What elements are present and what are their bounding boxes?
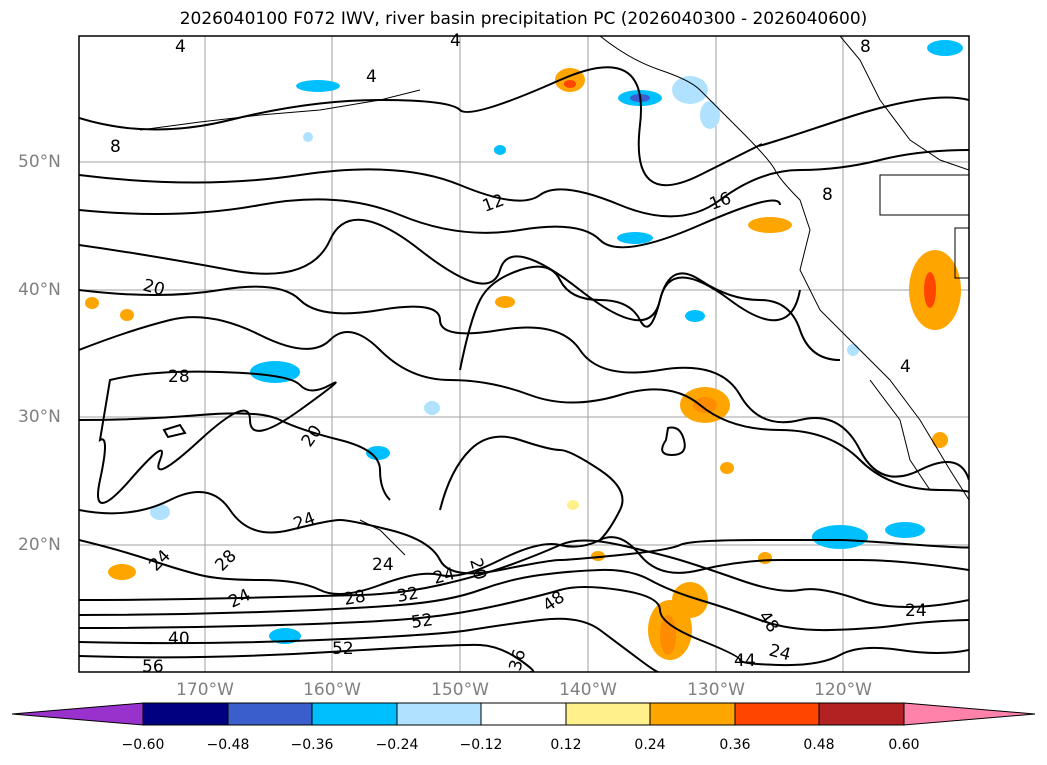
colorbar-seg-0 (11, 702, 144, 726)
contour-label: 8 (110, 137, 121, 157)
contour-label: 36 (506, 647, 531, 673)
contour-label: 24 (372, 555, 394, 575)
contour-label: 48 (754, 607, 783, 636)
colorbar-tick: −0.12 (459, 737, 503, 753)
contour-label: 20 (298, 422, 327, 451)
contour-label: 24 (291, 509, 318, 535)
contour-label: 44 (734, 651, 756, 671)
contour-label: 24 (767, 641, 793, 666)
contour-label: 4 (450, 31, 461, 51)
contour-label: 28 (211, 546, 240, 575)
colorbar-tick: 0.24 (634, 737, 666, 753)
colorbar-seg-8 (734, 702, 820, 726)
contour-label: 24 (905, 601, 927, 621)
colorbar-seg-6 (565, 702, 651, 726)
contour-label: 28 (168, 367, 190, 387)
colorbar (11, 702, 1036, 726)
contour-label: 4 (175, 37, 186, 57)
map-title: 2026040100 F072 IWV, river basin precipi… (179, 9, 868, 29)
lat-label: 20°N (18, 535, 61, 555)
contour-label: 28 (342, 586, 367, 609)
colorbar-seg-7 (649, 702, 736, 726)
colorbar-tick: −0.36 (290, 737, 334, 753)
contour-label: 20 (141, 276, 167, 301)
contour-label: 24 (431, 564, 457, 589)
colorbar-tick: 0.48 (803, 737, 835, 753)
lat-label: 50°N (18, 152, 61, 172)
colorbar-tick: 0.60 (888, 737, 920, 753)
lon-label: 130°W (687, 680, 745, 700)
colorbar-tick: 0.12 (550, 737, 582, 753)
contour-label: 52 (332, 639, 354, 659)
colorbar-tick: −0.60 (121, 737, 165, 753)
lon-label: 120°W (814, 680, 872, 700)
lon-label: 140°W (559, 680, 617, 700)
contour-label: 52 (410, 610, 434, 633)
colorbar-seg-10 (903, 702, 1036, 726)
iwv-contours (79, 66, 969, 672)
contour-label: 24 (145, 546, 174, 575)
colorbar-seg-3 (311, 702, 398, 726)
contour-label: 4 (366, 67, 377, 87)
coastlines (139, 36, 969, 556)
contour-label: 24 (226, 585, 254, 612)
contour-label: 40 (168, 629, 190, 649)
colorbar-seg-4 (396, 702, 482, 726)
colorbar-tick: 0.36 (719, 737, 751, 753)
lon-label: 150°W (431, 680, 489, 700)
colorbar-seg-2 (227, 702, 313, 726)
colorbar-seg-1 (142, 702, 229, 726)
colorbar-seg-9 (818, 702, 905, 726)
contour-label: 32 (395, 583, 420, 606)
contour-label: 8 (860, 37, 871, 57)
lat-label: 30°N (18, 407, 61, 427)
contour-label: 48 (539, 587, 568, 616)
lon-label: 160°W (303, 680, 361, 700)
contour-label: 56 (142, 657, 164, 677)
contour-label: 4 (900, 357, 911, 377)
colorbar-seg-5 (480, 702, 567, 726)
colorbar-tick: −0.24 (375, 737, 419, 753)
lat-label: 40°N (18, 280, 61, 300)
map-frame (78, 35, 970, 673)
lon-label: 170°W (176, 680, 234, 700)
contour-label: 8 (822, 185, 833, 205)
colorbar-tick: −0.48 (206, 737, 250, 753)
